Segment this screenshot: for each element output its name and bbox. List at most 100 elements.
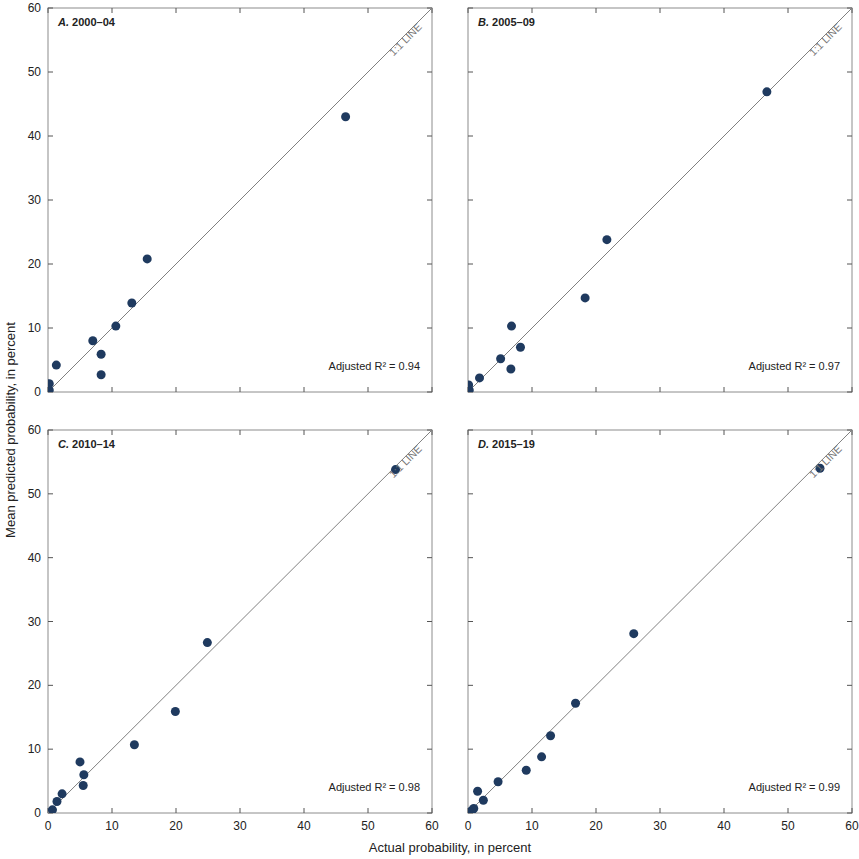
y-tick [847, 200, 852, 201]
y-tick-label: 50 [28, 487, 42, 501]
x-tick [724, 808, 725, 813]
x-tick [176, 430, 177, 435]
panel-period: 2000–04 [72, 16, 116, 28]
y-tick [48, 328, 53, 329]
x-tick [532, 808, 533, 813]
x-tick [240, 430, 241, 435]
y-tick [48, 72, 53, 73]
x-tick [432, 387, 433, 392]
x-tick [176, 8, 177, 13]
x-tick-label: 50 [781, 819, 795, 833]
y-tick [427, 200, 432, 201]
x-tick-label: 0 [45, 819, 52, 833]
panel-letter: C. [58, 438, 72, 450]
panel-letter: B. [478, 16, 492, 28]
reference-line-label: 1:1 LINE [806, 442, 843, 479]
x-tick-label: 30 [653, 819, 667, 833]
panel: 010203040506001020304050601:1 LINEC. 201… [28, 423, 439, 833]
y-tick [468, 264, 473, 265]
point [52, 797, 61, 806]
x-tick-label: 60 [845, 819, 859, 833]
y-tick [427, 621, 432, 622]
reference-line-label: 1:1 LINE [386, 442, 423, 479]
point [76, 757, 85, 766]
x-tick [48, 430, 49, 435]
point [506, 364, 515, 373]
y-tick-label: 20 [28, 678, 42, 692]
point [522, 766, 531, 775]
reference-line [48, 430, 432, 813]
y-axis-label: Mean predicted probability, in percent [3, 322, 18, 538]
y-tick [847, 72, 852, 73]
y-tick [48, 621, 53, 622]
plot-frame [48, 8, 432, 392]
point [629, 629, 638, 638]
y-tick [48, 136, 53, 137]
x-tick [368, 430, 369, 435]
point [79, 770, 88, 779]
x-tick-label: 20 [589, 819, 603, 833]
point [479, 796, 488, 805]
x-tick [112, 387, 113, 392]
y-tick [427, 136, 432, 137]
y-tick [48, 749, 53, 750]
y-tick [468, 685, 473, 686]
panel-period: 2010–14 [72, 438, 116, 450]
x-tick-label: 50 [361, 819, 375, 833]
x-tick [596, 8, 597, 13]
panel-title: C. 2010–14 [58, 438, 116, 450]
y-tick [468, 557, 473, 558]
x-tick [468, 8, 469, 13]
panel: 01020304050601:1 LINEA. 2000–04Adjusted … [28, 1, 432, 399]
x-tick [48, 8, 49, 13]
x-tick-label: 40 [297, 819, 311, 833]
x-tick [660, 808, 661, 813]
y-tick [468, 621, 473, 622]
point [537, 752, 546, 761]
x-tick [240, 808, 241, 813]
x-tick [112, 8, 113, 13]
y-tick [48, 557, 53, 558]
panel: 1:1 LINEB. 2005–09Adjusted R² = 0.97 [464, 8, 852, 395]
y-tick [847, 264, 852, 265]
y-tick [48, 685, 53, 686]
x-tick [660, 8, 661, 13]
reference-line [468, 8, 852, 392]
point [203, 638, 212, 647]
point [171, 707, 180, 716]
y-tick-label: 40 [28, 551, 42, 565]
y-tick-label: 0 [34, 806, 41, 820]
point [546, 731, 555, 740]
x-tick [112, 808, 113, 813]
x-tick [724, 430, 725, 435]
point [79, 781, 88, 790]
x-tick [532, 387, 533, 392]
y-tick [427, 557, 432, 558]
y-tick-label: 50 [28, 65, 42, 79]
y-tick [427, 392, 432, 393]
annotation: Adjusted R² = 0.94 [329, 360, 420, 372]
panel-letter: D. [478, 438, 492, 450]
y-tick [847, 136, 852, 137]
x-tick [112, 430, 113, 435]
data-group [48, 430, 432, 813]
y-tick [48, 264, 53, 265]
point [571, 699, 580, 708]
panel: 01020304050601:1 LINED. 2015–19Adjusted … [465, 430, 859, 833]
panel-letter: A. [57, 16, 72, 28]
x-tick [724, 8, 725, 13]
point [88, 336, 97, 345]
point [127, 299, 136, 308]
x-tick [852, 387, 853, 392]
y-tick [468, 136, 473, 137]
x-tick [660, 430, 661, 435]
x-tick [304, 8, 305, 13]
y-tick [847, 557, 852, 558]
reference-line [468, 430, 852, 813]
y-tick-label: 60 [28, 423, 42, 437]
x-tick [240, 387, 241, 392]
point [48, 805, 57, 813]
y-tick [427, 264, 432, 265]
point [468, 386, 474, 392]
x-tick [532, 8, 533, 13]
